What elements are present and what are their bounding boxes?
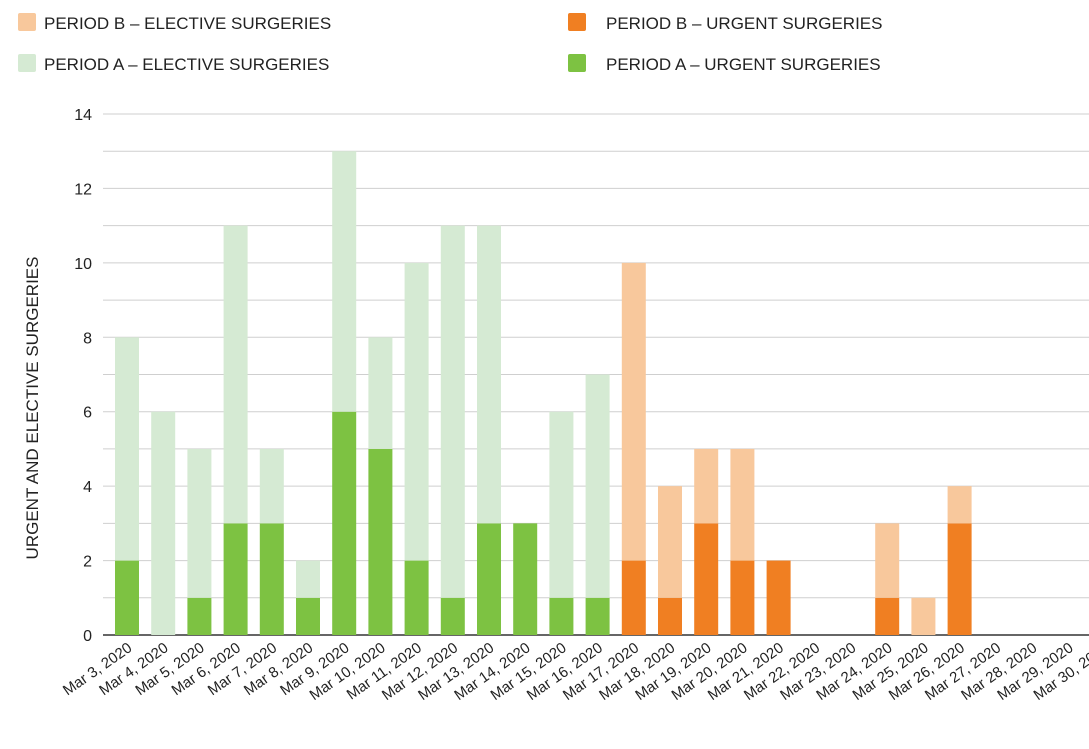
legend-swatch	[568, 54, 586, 72]
y-tick-label: 4	[83, 479, 92, 496]
bar-segment	[296, 597, 320, 635]
legend-label: PERIOD B – ELECTIVE SURGERIES	[44, 14, 331, 33]
bar-segment	[332, 411, 357, 635]
bar-segment	[585, 597, 610, 635]
bar-segment	[115, 560, 139, 635]
bar-segment	[368, 337, 393, 449]
bar-segment	[404, 262, 429, 561]
bar-segment	[730, 448, 755, 561]
y-axis-title: URGENT AND ELECTIVE SURGERIES	[23, 257, 42, 560]
legend-item: PERIOD B – URGENT SURGERIES	[568, 13, 882, 33]
bar-segment	[658, 486, 682, 598]
bar-segment	[585, 374, 610, 598]
bar-segment	[477, 225, 501, 524]
y-tick-label: 2	[83, 554, 92, 571]
bar-segment	[694, 448, 719, 524]
bar-segment	[151, 411, 176, 635]
legend-swatch	[18, 13, 36, 31]
bar-segment	[694, 523, 719, 635]
legend-label: PERIOD B – URGENT SURGERIES	[606, 14, 882, 33]
y-tick-label: 12	[74, 181, 92, 198]
bar-segment	[187, 448, 212, 598]
bar-segment	[549, 597, 574, 635]
y-tick-label: 6	[83, 405, 92, 422]
bar-segment	[368, 448, 393, 635]
bar-segment	[621, 560, 646, 635]
legend-item: PERIOD A – ELECTIVE SURGERIES	[18, 54, 329, 74]
bar-segment	[658, 597, 682, 635]
bar-segment	[440, 225, 465, 598]
bar-segment	[440, 597, 465, 635]
bar-segment	[259, 448, 284, 524]
bar-segment	[259, 523, 284, 635]
legend-swatch	[568, 13, 586, 31]
y-tick-label: 0	[83, 628, 92, 645]
legend: PERIOD B – ELECTIVE SURGERIES PERIOD B – …	[18, 13, 882, 74]
bar-segment	[947, 486, 972, 524]
y-axis-ticks: 0 2 4 6 8 10 12 14	[74, 107, 92, 645]
bar-segment	[477, 523, 501, 635]
bar-segment	[404, 560, 429, 635]
legend-label: PERIOD A – URGENT SURGERIES	[606, 55, 881, 74]
bar-segment	[223, 523, 248, 635]
bar-segment	[115, 337, 139, 561]
bar-segment	[766, 560, 791, 635]
bar-segment	[947, 523, 972, 635]
legend-item: PERIOD A – URGENT SURGERIES	[568, 54, 881, 74]
y-tick-label: 8	[83, 330, 92, 347]
bar-segment	[187, 597, 212, 635]
bar-segment	[875, 523, 900, 598]
bar-segment	[621, 262, 646, 561]
bar-segment	[911, 597, 936, 635]
bar-segment	[332, 151, 357, 412]
bar-segment	[296, 560, 320, 598]
bar-segment	[730, 560, 755, 635]
bar-segment	[875, 597, 900, 635]
y-tick-label: 10	[74, 256, 92, 273]
bar-segment	[223, 225, 248, 524]
legend-item: PERIOD B – ELECTIVE SURGERIES	[18, 13, 331, 33]
y-tick-label: 14	[74, 107, 92, 124]
legend-label: PERIOD A – ELECTIVE SURGERIES	[44, 55, 329, 74]
legend-swatch	[18, 54, 36, 72]
bar-segment	[513, 523, 538, 635]
bar-segment	[549, 411, 574, 598]
bars	[115, 151, 972, 635]
